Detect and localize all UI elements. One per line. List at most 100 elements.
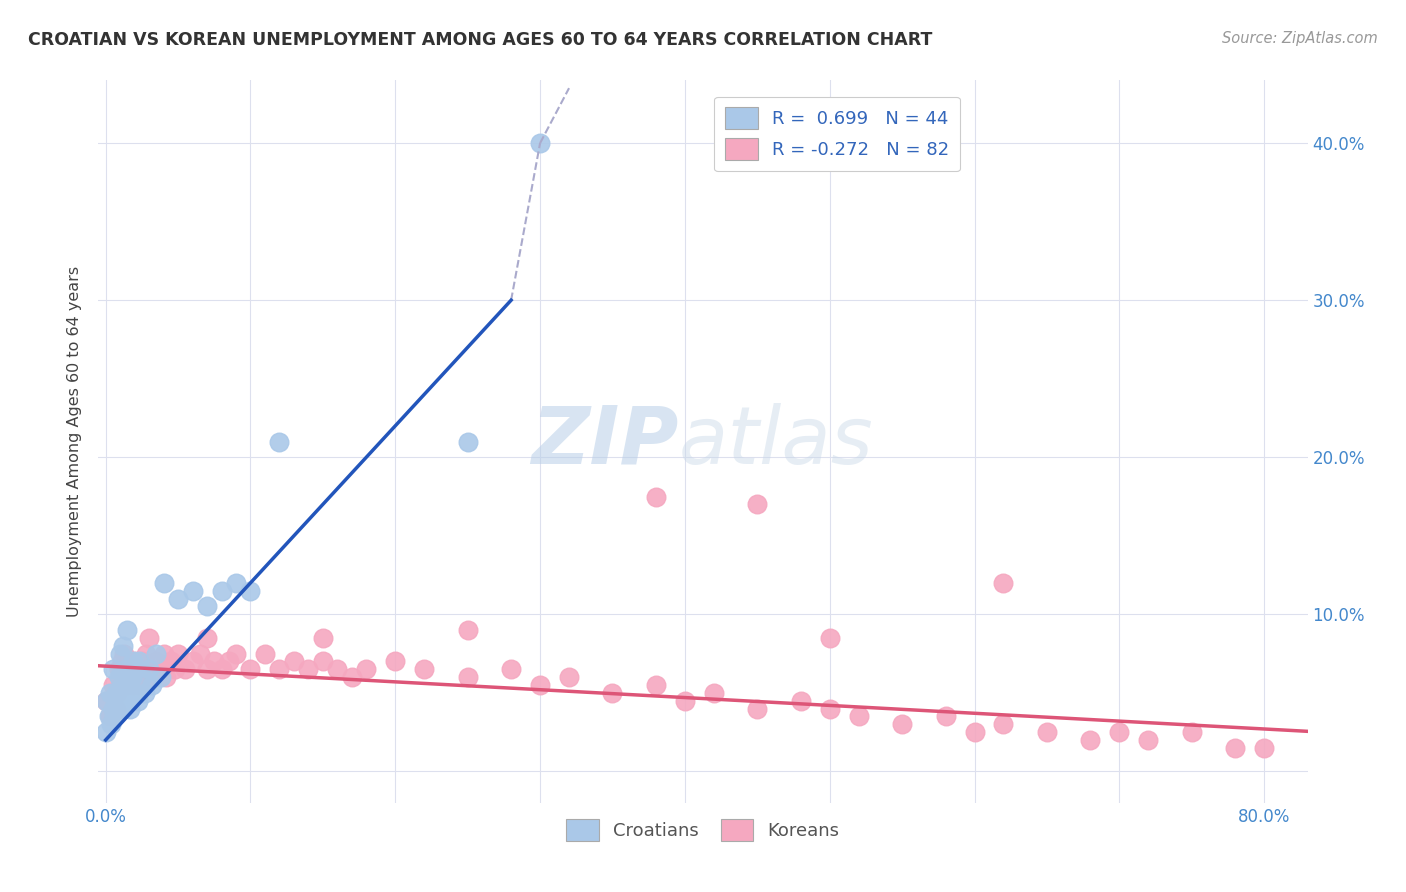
Point <box>891 717 914 731</box>
Point <box>297 662 319 676</box>
Point <box>645 678 668 692</box>
Point <box>602 686 624 700</box>
Point <box>1080 733 1102 747</box>
Point <box>269 434 291 449</box>
Point <box>103 709 125 723</box>
Point <box>239 662 262 676</box>
Point <box>747 701 769 715</box>
Point <box>195 662 218 676</box>
Point <box>747 497 769 511</box>
Point <box>141 662 163 676</box>
Point <box>118 678 141 692</box>
Point <box>326 662 349 676</box>
Y-axis label: Unemployment Among Ages 60 to 64 years: Unemployment Among Ages 60 to 64 years <box>67 266 83 617</box>
Point <box>195 631 218 645</box>
Point <box>98 686 121 700</box>
Point <box>118 655 141 669</box>
Point <box>104 686 127 700</box>
Point <box>253 647 276 661</box>
Point <box>384 655 406 669</box>
Point <box>131 670 153 684</box>
Point <box>108 694 131 708</box>
Point <box>112 670 135 684</box>
Point <box>138 662 160 676</box>
Point <box>188 647 211 661</box>
Point <box>141 678 163 692</box>
Point <box>703 686 725 700</box>
Point <box>107 662 129 676</box>
Point <box>993 717 1015 731</box>
Point <box>225 575 247 590</box>
Point <box>356 662 378 676</box>
Point <box>145 647 167 661</box>
Point <box>993 575 1015 590</box>
Text: ZIP: ZIP <box>531 402 679 481</box>
Point <box>138 631 160 645</box>
Legend: Croatians, Koreans: Croatians, Koreans <box>560 812 846 848</box>
Point <box>98 709 121 723</box>
Point <box>120 701 142 715</box>
Point <box>94 694 117 708</box>
Point <box>110 655 132 669</box>
Point <box>135 647 157 661</box>
Point <box>117 623 139 637</box>
Point <box>94 694 117 708</box>
Point <box>152 575 174 590</box>
Point <box>1181 725 1204 739</box>
Point <box>239 583 262 598</box>
Point <box>269 662 291 676</box>
Point <box>165 662 187 676</box>
Point <box>101 678 124 692</box>
Point <box>127 694 149 708</box>
Point <box>117 678 139 692</box>
Point <box>501 662 523 676</box>
Point <box>124 655 146 669</box>
Point <box>963 725 986 739</box>
Point <box>107 670 129 684</box>
Point <box>120 670 142 684</box>
Point <box>167 591 190 606</box>
Point <box>124 686 146 700</box>
Point <box>1137 733 1160 747</box>
Point <box>115 662 138 676</box>
Point <box>145 655 167 669</box>
Point <box>132 662 155 676</box>
Point <box>128 678 150 692</box>
Point <box>128 655 150 669</box>
Point <box>97 709 120 723</box>
Point <box>125 662 148 676</box>
Point <box>149 662 172 676</box>
Point <box>283 655 305 669</box>
Point <box>195 599 218 614</box>
Point <box>457 623 479 637</box>
Point <box>101 662 124 676</box>
Text: Source: ZipAtlas.com: Source: ZipAtlas.com <box>1222 31 1378 46</box>
Point <box>312 655 335 669</box>
Point <box>125 670 148 684</box>
Point <box>529 678 551 692</box>
Point <box>94 725 117 739</box>
Point <box>108 678 131 692</box>
Point <box>225 647 247 661</box>
Point <box>790 694 813 708</box>
Point <box>155 670 177 684</box>
Point <box>312 631 335 645</box>
Point <box>174 662 197 676</box>
Point <box>105 686 128 700</box>
Point <box>149 670 172 684</box>
Point <box>818 701 841 715</box>
Point <box>121 662 143 676</box>
Point <box>181 655 204 669</box>
Point <box>114 647 136 661</box>
Point <box>413 662 436 676</box>
Point <box>134 686 156 700</box>
Point <box>131 655 153 669</box>
Point <box>100 717 122 731</box>
Text: CROATIAN VS KOREAN UNEMPLOYMENT AMONG AGES 60 TO 64 YEARS CORRELATION CHART: CROATIAN VS KOREAN UNEMPLOYMENT AMONG AG… <box>28 31 932 49</box>
Point <box>104 701 127 715</box>
Point <box>1108 725 1130 739</box>
Point <box>167 647 190 661</box>
Point <box>848 709 870 723</box>
Point <box>457 670 479 684</box>
Point <box>110 678 132 692</box>
